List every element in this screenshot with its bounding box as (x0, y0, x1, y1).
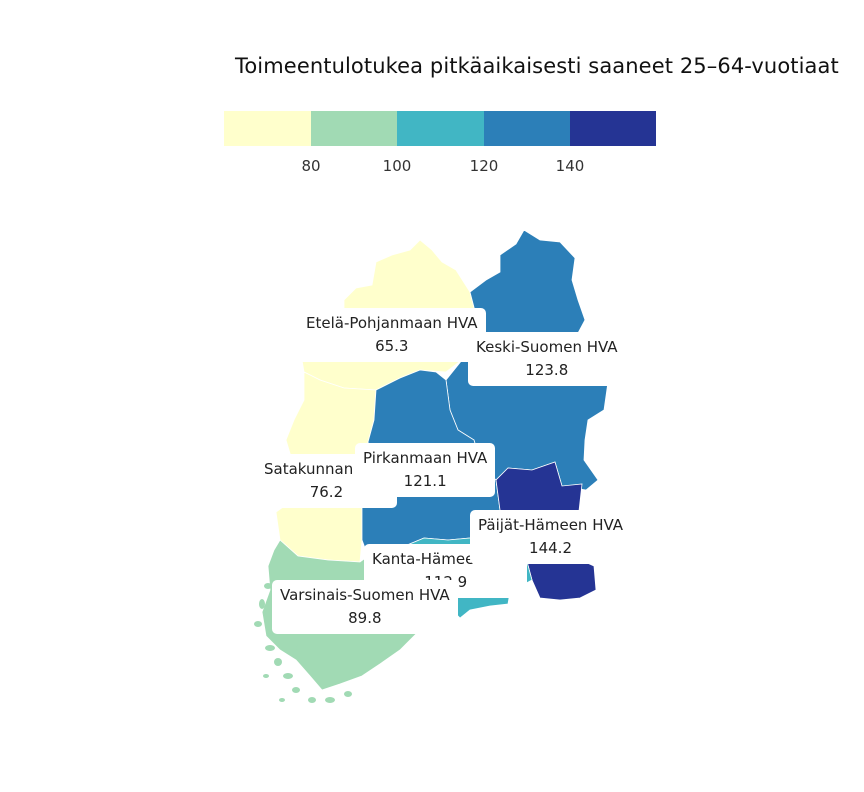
legend-swatch-4 (484, 111, 570, 146)
region-name: Varsinais-Suomen HVA (280, 586, 450, 604)
label-keski-suomi: Keski-Suomen HVA 123.8 (468, 332, 626, 386)
legend-swatch-1 (224, 111, 311, 146)
region-name: Päijät-Hämeen HVA (478, 516, 624, 534)
region-value: 144.2 (529, 539, 572, 557)
region-value: 123.8 (525, 361, 569, 379)
legend-swatch-5 (570, 111, 656, 146)
region-name: Etelä-Pohjanmaan HVA (306, 314, 478, 332)
legend-tick: 80 (301, 157, 320, 175)
region-name: Pirkanmaan HVA (363, 449, 488, 467)
map-title: Toimeentulotukea pitkäaikaisesti saaneet… (235, 54, 839, 78)
region-value: 89.8 (348, 609, 382, 627)
label-varsinais-suomi: Varsinais-Suomen HVA 89.8 (272, 580, 458, 634)
legend-swatch-2 (311, 111, 397, 146)
region-name: Keski-Suomen HVA (476, 338, 618, 356)
archipelago-islands (254, 583, 352, 703)
legend-tick: 100 (383, 157, 412, 175)
legend-tick: 140 (556, 157, 585, 175)
region-value: 121.1 (403, 472, 447, 490)
label-paijat-hame: Päijät-Hämeen HVA 144.2 (470, 510, 632, 564)
label-pirkanmaa: Pirkanmaan HVA 121.1 (355, 443, 496, 497)
legend-swatch-3 (397, 111, 484, 146)
region-value: 76.2 (309, 483, 344, 501)
label-etela-pohjanmaa: Etelä-Pohjanmaan HVA 65.3 (298, 308, 486, 362)
color-legend: 80 100 120 140 (224, 111, 656, 175)
legend-tick: 120 (470, 157, 499, 175)
region-value: 65.3 (375, 337, 409, 355)
